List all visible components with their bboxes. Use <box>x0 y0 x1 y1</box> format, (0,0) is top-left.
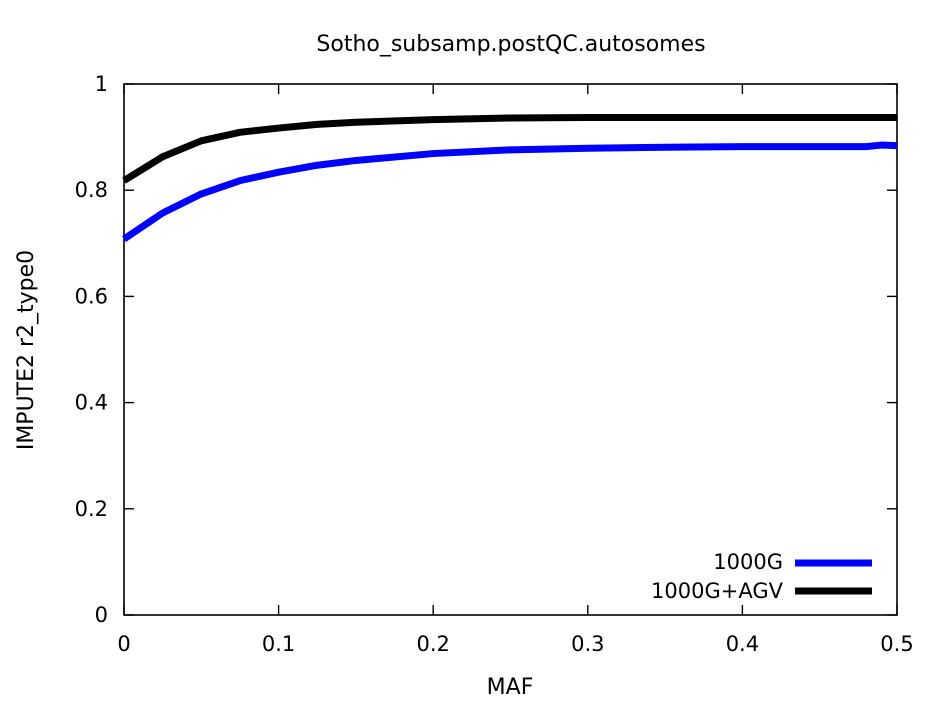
y-tick-label: 0.2 <box>75 497 108 521</box>
series-line-1000g-agv <box>122 113 897 184</box>
x-tick-label: 0.5 <box>880 632 913 656</box>
axis-ticks: 0 0.1 0.2 0.3 0.4 0.5 0 0.2 0.4 0.6 0.8 1 <box>75 72 914 656</box>
plot-frame <box>123 83 898 616</box>
y-axis-label: IMPUTE2 r2_type0 <box>14 250 39 450</box>
y-tick-label: 0.4 <box>75 391 108 415</box>
x-tick-label: 0.1 <box>262 632 295 656</box>
y-tick-label: 1 <box>95 72 108 96</box>
legend-label-1000g-agv: 1000G+AGV <box>651 579 784 603</box>
chart-title: Sotho_subsamp.postQC.autosomes <box>316 32 705 57</box>
series-line-1000g <box>122 141 898 242</box>
y-tick-label: 0.6 <box>75 284 108 308</box>
x-tick-label: 0.2 <box>416 632 449 656</box>
legend-label-1000g: 1000G <box>713 550 783 574</box>
x-tick-label: 0.3 <box>571 632 604 656</box>
x-tick-label: 0 <box>117 632 130 656</box>
y-tick-label: 0 <box>95 603 108 627</box>
y-tick-label: 0.8 <box>75 178 108 202</box>
series-layer <box>122 113 898 242</box>
legend: 1000G 1000G+AGV <box>651 550 872 603</box>
x-axis-label: MAF <box>487 675 534 700</box>
x-tick-label: 0.4 <box>726 632 759 656</box>
